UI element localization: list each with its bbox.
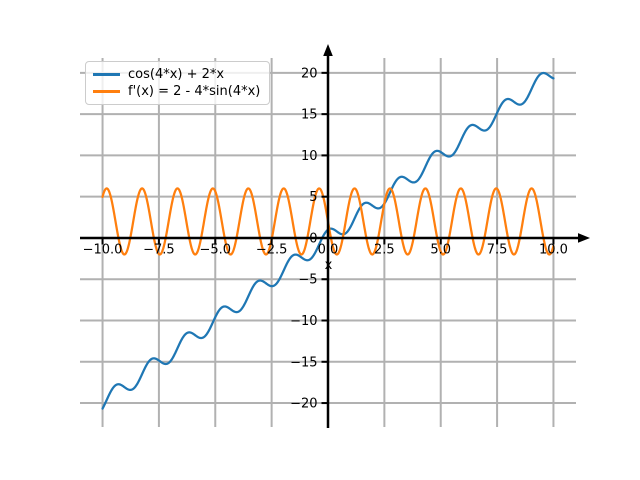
x-tick-label: 10.0	[539, 242, 568, 257]
y-tick-label: 20	[301, 66, 318, 81]
legend-line-sample-blue-icon	[93, 73, 120, 76]
y-tick-label: −20	[290, 397, 317, 412]
legend-line-sample-orange-icon	[93, 90, 120, 93]
y-tick-label: 5	[309, 190, 317, 205]
y-tick-label: −15	[290, 355, 317, 370]
y-tick-label: 10	[301, 149, 318, 164]
x-tick-label: 7.5	[487, 242, 508, 257]
legend-entry-cos: cos(4*x) + 2*x	[93, 66, 260, 83]
legend-entry-derivative: f'(x) = 2 - 4*sin(4*x)	[93, 83, 260, 100]
y-tick-label: 0	[309, 231, 317, 246]
x-tick-label: 0.0	[318, 242, 339, 257]
x-tick-label: −2.5	[256, 242, 288, 257]
y-tick-label: 15	[301, 108, 318, 123]
x-axis-arrow-icon	[578, 233, 590, 243]
x-tick-label: 2.5	[374, 242, 395, 257]
x-tick-label: −5.0	[199, 242, 231, 257]
x-tick-label: −7.5	[143, 242, 175, 257]
y-axis-arrow-icon	[323, 44, 333, 56]
x-tick-label: −10.0	[83, 242, 123, 257]
y-tick-label: −5	[298, 273, 317, 288]
x-axis-label: x	[324, 258, 333, 273]
legend-label-derivative: f'(x) = 2 - 4*sin(4*x)	[128, 84, 261, 99]
legend: cos(4*x) + 2*x f'(x) = 2 - 4*sin(4*x)	[85, 61, 271, 105]
x-tick-label: 5.0	[430, 242, 451, 257]
legend-label-cos: cos(4*x) + 2*x	[128, 67, 225, 82]
y-tick-label: −10	[290, 314, 317, 329]
